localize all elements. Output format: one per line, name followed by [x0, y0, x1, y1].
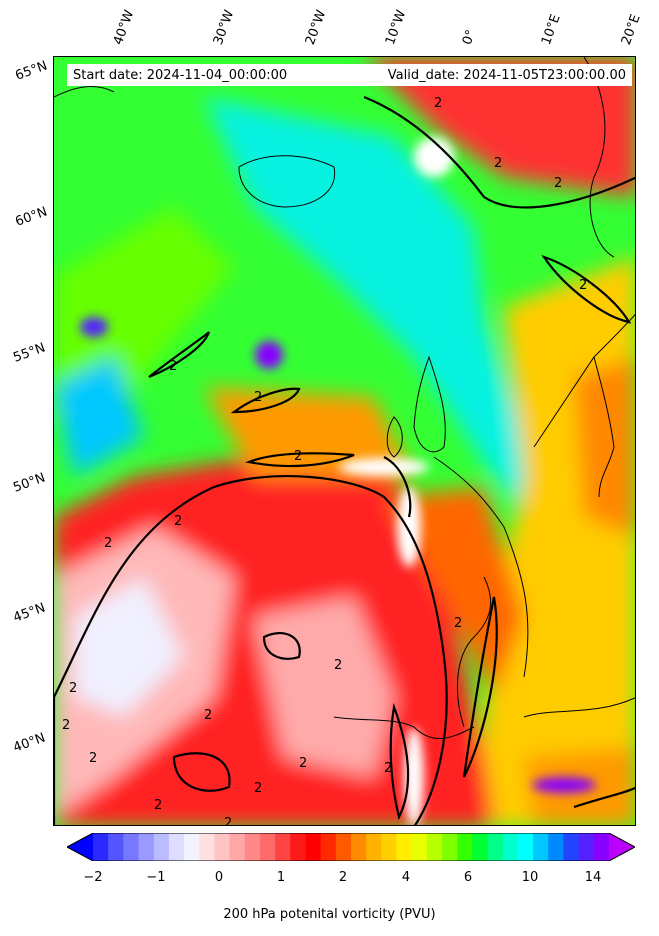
colorbar-tick: 6 [463, 870, 473, 885]
colorbar-segment [123, 833, 140, 861]
colorbar-segment [593, 833, 610, 861]
colorbar-tick: 0 [214, 870, 224, 885]
contour-label: 2 [454, 616, 462, 631]
contour-label: 2 [299, 756, 307, 771]
contour-label: 2 [69, 681, 77, 696]
lon-label: 30°W [210, 8, 238, 47]
colorbar-segment [168, 833, 185, 861]
contour-label: 2 [204, 708, 212, 723]
contour-label: 2 [169, 359, 177, 374]
colorbar-segment [275, 833, 291, 861]
colorbar-segment [411, 833, 428, 861]
lon-label: 0° [459, 27, 480, 47]
colorbar-segment [487, 833, 504, 861]
contour-label: 2 [174, 514, 182, 529]
lat-label: 45°N [11, 600, 48, 626]
lon-label: 10°E [538, 12, 564, 48]
lat-label: 55°N [11, 340, 48, 366]
colorbar-segment [517, 833, 534, 861]
colorbar-segment [108, 833, 124, 861]
colorbar-segment [138, 833, 155, 861]
colorbar-min-extend [67, 833, 93, 861]
colorbar-tick: 14 [584, 870, 602, 885]
colorbar-segment [93, 833, 109, 861]
colorbar-segment [502, 833, 519, 861]
lat-label: 40°N [11, 730, 48, 756]
colorbar-segment [426, 833, 443, 861]
pv-2-contours [54, 95, 635, 825]
contour-label: 2 [254, 390, 262, 405]
contour-label: 2 [579, 278, 587, 293]
colorbar-segment [153, 833, 170, 861]
lon-label: 10°W [382, 8, 410, 47]
valid-date-text: Valid_date: 2024-11-05T23:00:00.00 [387, 67, 626, 83]
lat-label: 60°N [13, 204, 50, 230]
colorbar-segment [548, 833, 564, 861]
contour-label: 2 [554, 176, 562, 191]
colorbar-segment [457, 833, 473, 861]
map-panel: 2 2 2 2 2 2 2 2 2 2 2 2 2 2 2 2 2 2 2 2 [53, 56, 636, 826]
colorbar-segment [351, 833, 367, 861]
lat-label: 65°N [13, 58, 50, 84]
colorbar-segment [578, 833, 595, 861]
colorbar-tick: 4 [401, 870, 411, 885]
start-date-text: Start date: 2024-11-04_00:00:00 [73, 67, 288, 83]
contour-label: 2 [62, 718, 70, 733]
colorbar-segment [381, 833, 398, 861]
colorbar-tick: 10 [521, 870, 539, 885]
contour-label: 2 [294, 449, 302, 464]
colorbar [67, 833, 635, 861]
colorbar-segment [184, 833, 200, 861]
colorbar-segment [214, 833, 231, 861]
colorbar-tick: −1 [146, 870, 166, 885]
colorbar-title: 200 hPa potenital vorticity (PVU) [223, 907, 436, 922]
colorbar-segment [472, 833, 489, 861]
contour-label: 2 [334, 658, 342, 673]
colorbar-segment [320, 833, 337, 861]
date-header: Start date: 2024-11-04_00:00:00 Valid_da… [67, 64, 632, 86]
colorbar-tick: 2 [338, 870, 348, 885]
colorbar-segment [290, 833, 306, 861]
colorbar-segment [199, 833, 215, 861]
contour-label: 2 [224, 816, 232, 826]
contour-label: 2 [254, 781, 262, 796]
contour-labels: 2 2 2 2 2 2 2 2 2 2 2 2 2 2 2 2 2 2 2 2 [62, 96, 587, 826]
colorbar-segment [259, 833, 276, 861]
contour-label: 2 [154, 798, 162, 813]
pv-field-map: 2 2 2 2 2 2 2 2 2 2 2 2 2 2 2 2 2 2 2 2 [54, 57, 635, 826]
contour-label: 2 [89, 751, 97, 766]
lon-label: 20°E [618, 12, 644, 48]
lon-label: 20°W [302, 8, 330, 47]
colorbar-max-extend [609, 833, 635, 861]
contour-label: 2 [494, 156, 502, 171]
colorbar-tick: −2 [83, 870, 103, 885]
colorbar-segment [563, 833, 580, 861]
colorbar-segment [533, 833, 549, 861]
colorbar-segment [229, 833, 246, 861]
contour-label: 2 [384, 761, 392, 776]
lon-label: 40°W [110, 8, 138, 47]
lat-label: 50°N [11, 470, 48, 496]
colorbar-segment [305, 833, 322, 861]
contour-label: 2 [434, 96, 442, 111]
contour-label: 2 [104, 536, 112, 551]
coastlines [54, 57, 635, 740]
colorbar-segment [244, 833, 261, 861]
colorbar-segment [366, 833, 382, 861]
colorbar-segment [442, 833, 458, 861]
colorbar-segment [335, 833, 352, 861]
colorbar-tick: 1 [276, 870, 286, 885]
colorbar-segment [396, 833, 413, 861]
